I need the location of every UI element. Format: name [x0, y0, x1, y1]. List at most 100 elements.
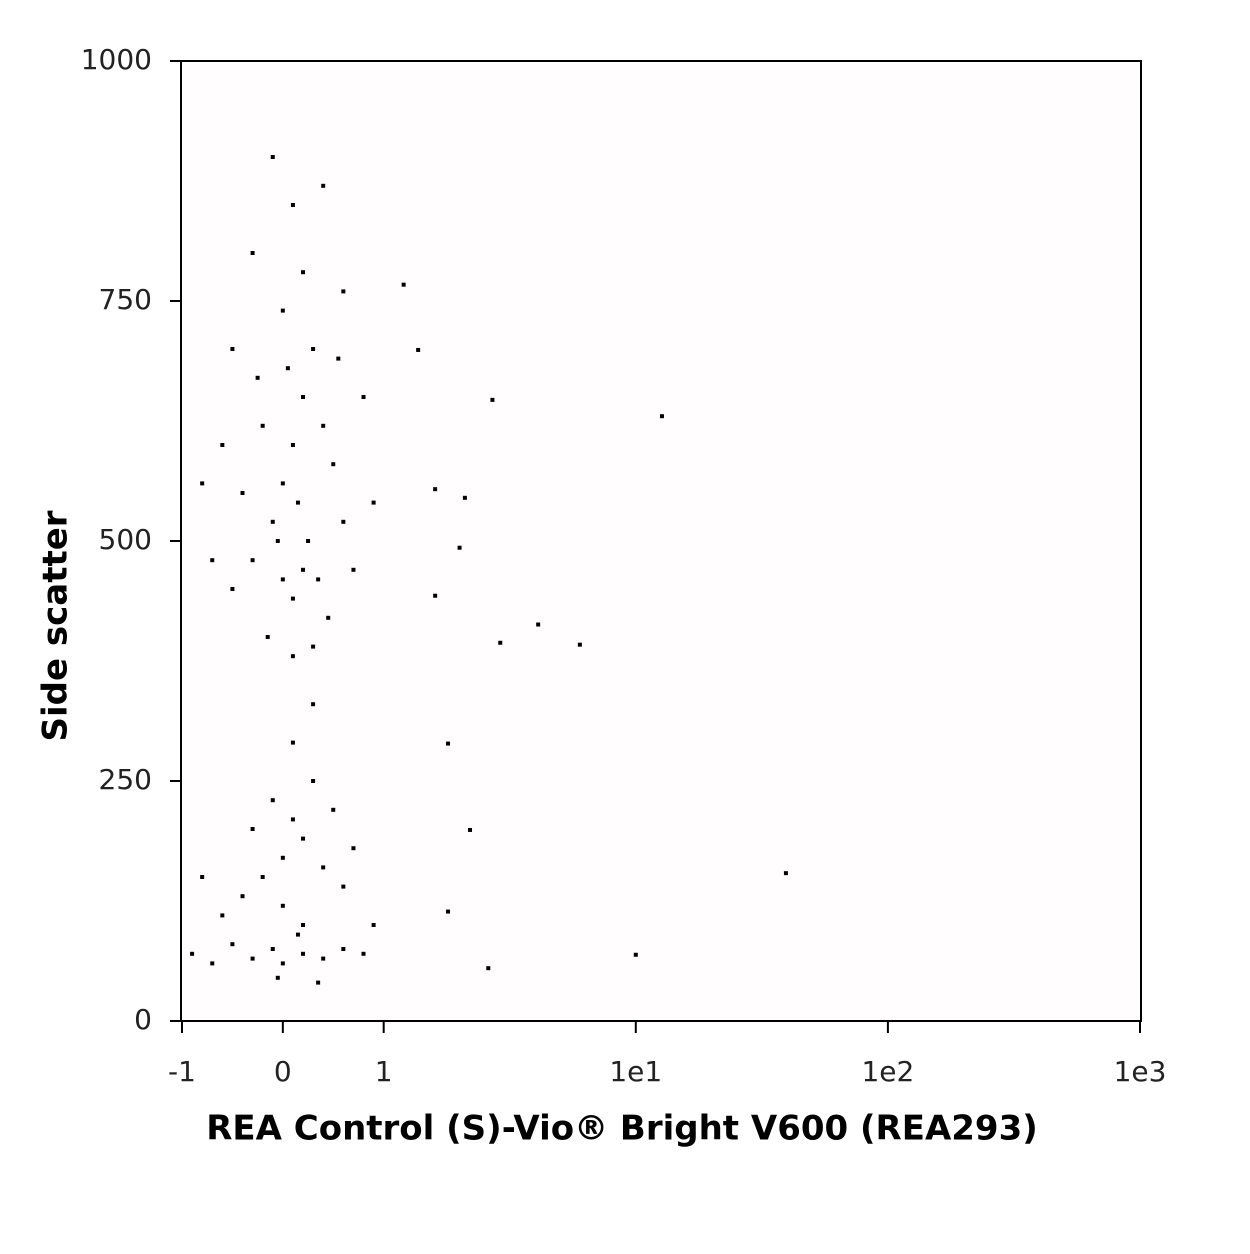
dot [341, 947, 346, 951]
dot [331, 462, 336, 467]
dot [301, 923, 306, 927]
dot [311, 347, 316, 351]
dot [280, 903, 285, 908]
x-tick-label: -1 [168, 1055, 196, 1088]
dot [255, 375, 260, 380]
dot [783, 871, 788, 876]
dot [446, 909, 451, 914]
dot [290, 740, 295, 745]
dot [326, 615, 331, 620]
dot [280, 481, 285, 486]
dot [351, 846, 356, 851]
dot [341, 884, 346, 889]
dot [486, 966, 491, 971]
dot [250, 251, 255, 255]
dot [290, 203, 295, 207]
dot [250, 956, 255, 961]
dot [659, 414, 664, 419]
dot [316, 980, 321, 985]
dot [321, 423, 326, 428]
x-tick-label: 1 [375, 1055, 393, 1088]
plot-frame [180, 60, 1142, 1022]
dot [321, 183, 326, 188]
dot [457, 545, 462, 550]
dot [301, 567, 306, 572]
dot [190, 951, 195, 956]
y-tick-label: 750 [99, 283, 152, 316]
dot [416, 347, 421, 352]
dot [446, 741, 451, 746]
dot [301, 836, 306, 841]
y-tick-label: 1000 [81, 43, 152, 76]
dot [361, 395, 366, 399]
dot [301, 951, 306, 956]
x-tick-label: 1e2 [861, 1055, 914, 1088]
dot [301, 395, 306, 399]
dot [290, 596, 295, 601]
dot [280, 577, 285, 582]
dot [275, 975, 280, 980]
dot [240, 491, 245, 495]
dot [433, 487, 438, 492]
x-tick-label: 1e1 [609, 1055, 662, 1088]
dot [462, 495, 467, 500]
dot [200, 481, 205, 486]
dot [341, 519, 346, 524]
dot [275, 539, 280, 543]
y-axis-title: Side scatter [36, 510, 76, 741]
dot [351, 567, 356, 572]
dot [331, 807, 336, 812]
dot [401, 282, 406, 287]
dot [285, 366, 290, 371]
dot [371, 923, 376, 927]
dot [270, 519, 275, 524]
dot [498, 640, 503, 645]
dot [306, 539, 311, 543]
dot [250, 558, 255, 563]
dot [270, 798, 275, 803]
dot [490, 397, 495, 402]
dot [633, 952, 638, 957]
y-tick-label: 500 [99, 523, 152, 556]
dot [301, 270, 306, 275]
dot [433, 593, 438, 598]
dot [341, 289, 346, 294]
dot [371, 500, 376, 505]
dot [290, 443, 295, 447]
dot [290, 654, 295, 659]
dot [321, 956, 326, 961]
dot [220, 913, 225, 918]
dot [270, 155, 275, 159]
dot [250, 827, 255, 831]
dot [280, 855, 285, 860]
x-axis-title: REA Control (S)-Vio® Bright V600 (REA293… [206, 1109, 1038, 1149]
dot [295, 500, 300, 505]
dot [280, 961, 285, 966]
dot [265, 635, 270, 639]
dot [311, 702, 316, 707]
y-tick-label: 0 [134, 1003, 152, 1036]
dot [200, 875, 205, 879]
dot [290, 817, 295, 822]
dot [210, 558, 215, 563]
dot [468, 827, 473, 832]
dot [260, 875, 265, 879]
dot [260, 423, 265, 428]
dot [230, 347, 235, 351]
dot [316, 577, 321, 582]
dot [280, 308, 285, 313]
dot [210, 961, 215, 966]
dot [321, 865, 326, 870]
dot [311, 779, 316, 783]
dot [230, 942, 235, 947]
dot [220, 443, 225, 447]
x-tick-label: 1e3 [1114, 1055, 1167, 1088]
dot [230, 587, 235, 591]
dot [336, 356, 341, 361]
y-tick-label: 250 [99, 763, 152, 796]
dot [295, 932, 300, 937]
dot [536, 622, 541, 627]
dot [577, 642, 582, 647]
x-tick-label: 0 [274, 1055, 292, 1088]
